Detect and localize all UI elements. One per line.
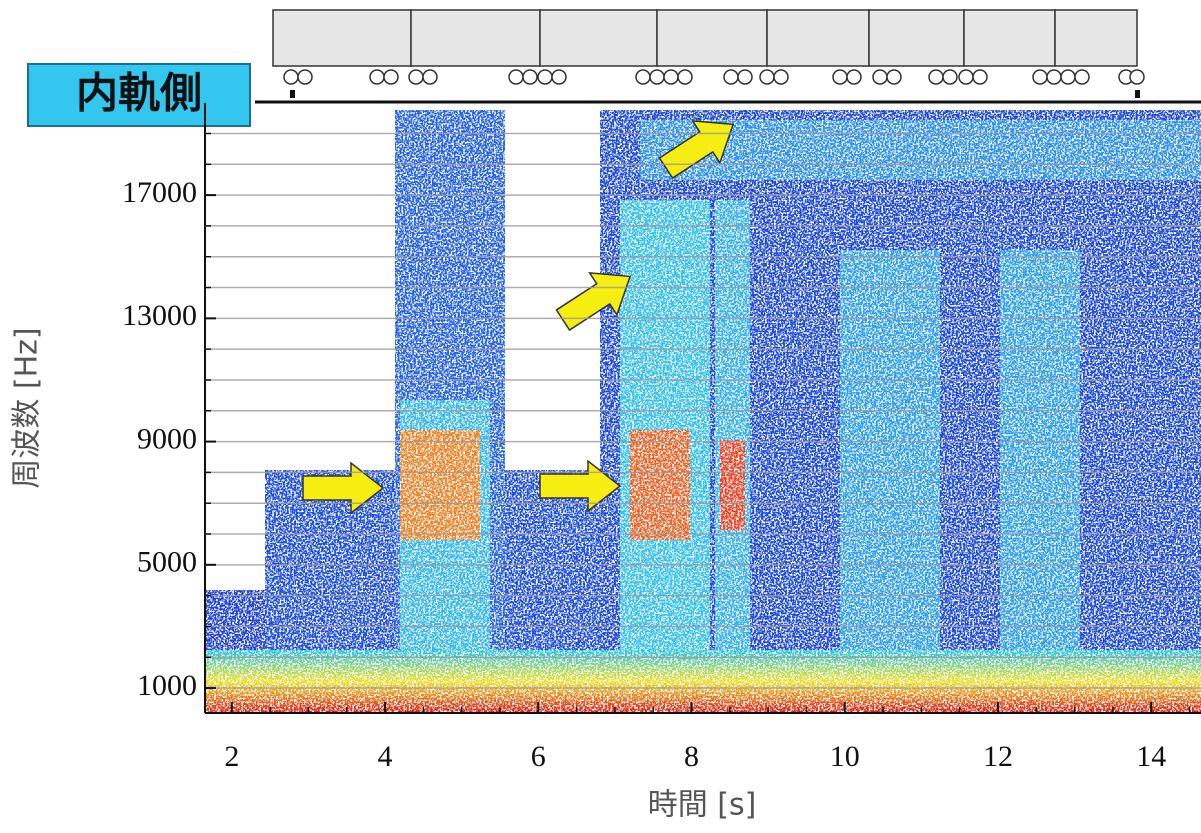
y-tick-label: 13000: [122, 299, 197, 332]
x-tick-label: 6: [531, 740, 546, 773]
marker: [290, 90, 295, 98]
badge: 内軌側: [76, 69, 202, 118]
marker: [1135, 90, 1140, 98]
y-tick-label: 1000: [137, 669, 197, 702]
x-tick-label: 12: [983, 740, 1013, 773]
badge-box: [27, 63, 251, 127]
x-tick-label: 14: [1136, 740, 1166, 773]
wheels: [283, 69, 1145, 85]
train-diagram: [272, 9, 1138, 67]
x-tick-label: 10: [830, 740, 860, 773]
y-tick-label: 9000: [137, 422, 197, 455]
y-tick-label: 17000: [122, 176, 197, 209]
spectrogram-field: [205, 110, 1201, 713]
y-axis-label: 周波数 [Hz]: [10, 327, 45, 488]
x-axis-label: 時間 [s]: [648, 788, 757, 823]
x-tick-label: 4: [378, 740, 393, 773]
y-tick-label: 5000: [137, 546, 197, 579]
x-tick-label: 2: [224, 740, 239, 773]
x-tick-label: 8: [684, 740, 699, 773]
